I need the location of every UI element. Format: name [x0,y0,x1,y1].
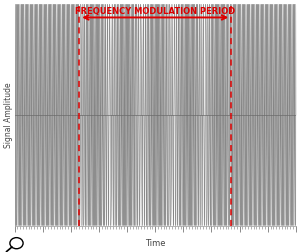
Text: FREQUENCY MODULATION PERIOD: FREQUENCY MODULATION PERIOD [75,8,235,16]
Y-axis label: Signal Amplitude: Signal Amplitude [4,82,13,148]
X-axis label: Time: Time [145,239,165,248]
